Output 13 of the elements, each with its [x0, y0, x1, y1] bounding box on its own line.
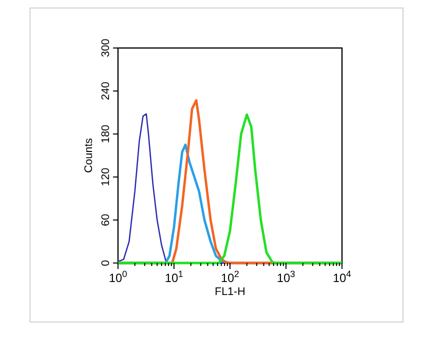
y-tick-label: 240	[100, 82, 112, 100]
x-tick-label: 10$^{1}$	[164, 269, 184, 285]
x-tick-label: 10$^{0}$	[108, 269, 128, 285]
x-tick-label: 10$^{2}$	[220, 269, 240, 285]
x-tick-label: 10$^{4}$	[332, 269, 352, 285]
x-axis-title: FL1-H	[214, 286, 246, 298]
y-tick-label: 60	[100, 214, 112, 226]
y-tick-label: 300	[100, 38, 112, 58]
y-tick-label: 120	[100, 168, 112, 186]
y-tick-label: 180	[100, 124, 112, 144]
x-tick-label: 10$^{3}$	[276, 269, 296, 285]
y-tick-label: 0	[100, 260, 112, 266]
y-axis-title: Counts	[83, 138, 95, 173]
